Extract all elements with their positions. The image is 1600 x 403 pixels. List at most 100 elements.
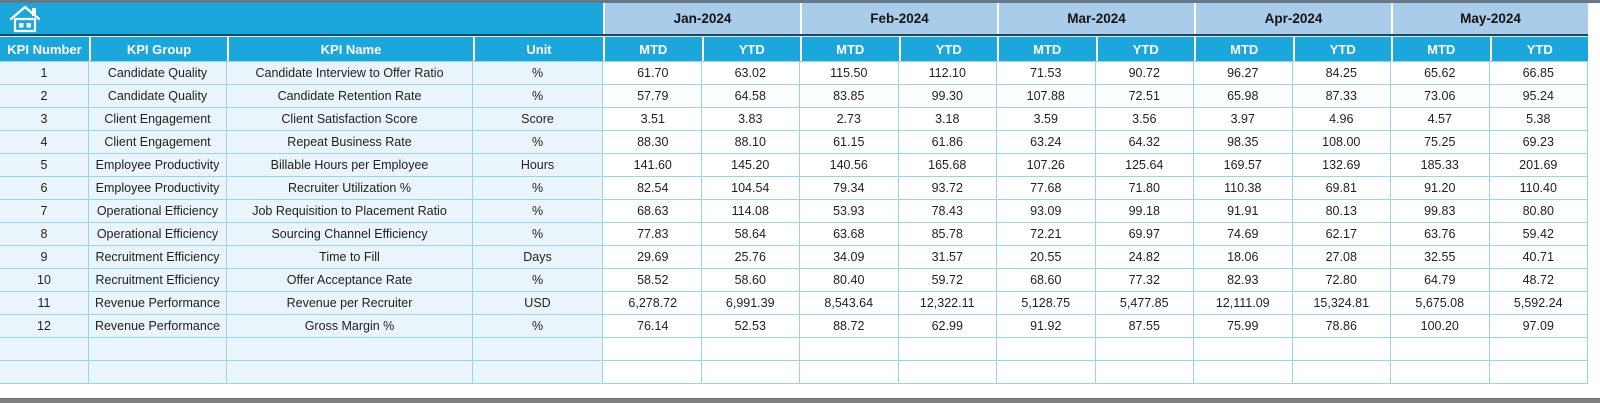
cell-kpi-number[interactable]: 8 (0, 223, 89, 245)
cell-unit[interactable]: Hours (473, 154, 603, 176)
cell-value[interactable]: 62.99 (898, 315, 997, 337)
cell-value[interactable]: 3.56 (1095, 108, 1194, 130)
cell-value[interactable]: 201.69 (1489, 154, 1588, 176)
cell-kpi-number[interactable]: 4 (0, 131, 89, 153)
cell-value[interactable]: 76.14 (603, 315, 702, 337)
cell-value[interactable]: 97.09 (1489, 315, 1588, 337)
cell-value[interactable]: 91.92 (997, 315, 1096, 337)
cell-value[interactable]: 107.88 (997, 85, 1096, 107)
cell-value[interactable]: 82.54 (603, 177, 702, 199)
cell-value[interactable]: 77.68 (997, 177, 1096, 199)
cell-kpi-group[interactable]: Revenue Performance (89, 292, 227, 314)
cell-value[interactable] (1391, 361, 1490, 383)
header-kpi-name[interactable]: KPI Name (227, 37, 473, 61)
cell-value[interactable]: 5.38 (1489, 108, 1588, 130)
cell-value[interactable]: 99.83 (1391, 200, 1490, 222)
cell-value[interactable]: 75.25 (1391, 131, 1490, 153)
cell-value[interactable]: 72.51 (1095, 85, 1194, 107)
cell-value[interactable]: 88.72 (800, 315, 899, 337)
cell-value[interactable]: 5,675.08 (1391, 292, 1490, 314)
cell-value[interactable]: 6,278.72 (603, 292, 702, 314)
cell-kpi-number[interactable]: 10 (0, 269, 89, 291)
cell-value[interactable]: 65.98 (1194, 85, 1293, 107)
month-header-mar-2024[interactable]: Mar-2024 (997, 3, 1194, 34)
cell-value[interactable]: 25.76 (701, 246, 800, 268)
home-icon[interactable] (7, 4, 43, 34)
cell-value[interactable]: 80.40 (800, 269, 899, 291)
header-may-2024-ytd[interactable]: YTD (1489, 37, 1588, 61)
cell-value[interactable]: 88.30 (603, 131, 702, 153)
cell-kpi-group[interactable]: Client Engagement (89, 108, 227, 130)
cell-value[interactable]: 69.81 (1292, 177, 1391, 199)
cell-value[interactable]: 3.18 (898, 108, 997, 130)
cell-value[interactable]: 90.72 (1095, 62, 1194, 84)
cell-kpi-name[interactable]: Offer Acceptance Rate (227, 269, 473, 291)
cell-value[interactable]: 72.80 (1292, 269, 1391, 291)
cell-value[interactable]: 85.78 (898, 223, 997, 245)
cell-kpi-name[interactable]: Revenue per Recruiter (227, 292, 473, 314)
cell-value[interactable]: 40.71 (1489, 246, 1588, 268)
cell-value[interactable]: 115.50 (800, 62, 899, 84)
cell-value[interactable] (1194, 361, 1293, 383)
cell-value[interactable]: 84.25 (1292, 62, 1391, 84)
cell-value[interactable]: 32.55 (1391, 246, 1490, 268)
cell-kpi-name[interactable]: Candidate Retention Rate (227, 85, 473, 107)
cell-kpi-group[interactable] (89, 361, 227, 383)
cell-value[interactable]: 58.52 (603, 269, 702, 291)
cell-value[interactable]: 64.32 (1095, 131, 1194, 153)
cell-unit[interactable]: % (473, 223, 603, 245)
cell-unit[interactable]: % (473, 131, 603, 153)
cell-unit[interactable] (473, 361, 603, 383)
cell-value[interactable]: 91.20 (1391, 177, 1490, 199)
cell-value[interactable]: 145.20 (701, 154, 800, 176)
cell-value[interactable]: 66.85 (1489, 62, 1588, 84)
cell-value[interactable]: 88.10 (701, 131, 800, 153)
cell-value[interactable] (1095, 338, 1194, 360)
cell-kpi-number[interactable]: 2 (0, 85, 89, 107)
cell-value[interactable]: 96.27 (1194, 62, 1293, 84)
cell-value[interactable]: 3.83 (701, 108, 800, 130)
cell-value[interactable]: 58.60 (701, 269, 800, 291)
cell-value[interactable]: 6,991.39 (701, 292, 800, 314)
cell-value[interactable]: 80.13 (1292, 200, 1391, 222)
cell-value[interactable]: 48.72 (1489, 269, 1588, 291)
cell-value[interactable]: 68.60 (997, 269, 1096, 291)
cell-value[interactable]: 72.21 (997, 223, 1096, 245)
cell-value[interactable]: 61.15 (800, 131, 899, 153)
cell-value[interactable]: 87.33 (1292, 85, 1391, 107)
cell-value[interactable]: 91.91 (1194, 200, 1293, 222)
cell-value[interactable]: 18.06 (1194, 246, 1293, 268)
cell-value[interactable]: 69.23 (1489, 131, 1588, 153)
cell-value[interactable] (1489, 361, 1588, 383)
cell-value[interactable]: 110.38 (1194, 177, 1293, 199)
cell-value[interactable] (603, 361, 702, 383)
cell-kpi-group[interactable]: Client Engagement (89, 131, 227, 153)
cell-value[interactable] (997, 338, 1096, 360)
cell-kpi-group[interactable]: Revenue Performance (89, 315, 227, 337)
header-unit[interactable]: Unit (473, 37, 603, 61)
cell-kpi-number[interactable]: 5 (0, 154, 89, 176)
cell-value[interactable]: 31.57 (898, 246, 997, 268)
cell-value[interactable]: 4.57 (1391, 108, 1490, 130)
header-feb-2024-ytd[interactable]: YTD (898, 37, 997, 61)
cell-value[interactable]: 140.56 (800, 154, 899, 176)
cell-kpi-name[interactable]: Repeat Business Rate (227, 131, 473, 153)
cell-kpi-name[interactable] (227, 361, 473, 383)
cell-value[interactable]: 15,324.81 (1292, 292, 1391, 314)
month-header-may-2024[interactable]: May-2024 (1391, 3, 1588, 34)
cell-value[interactable]: 59.72 (898, 269, 997, 291)
cell-value[interactable]: 74.69 (1194, 223, 1293, 245)
cell-kpi-name[interactable]: Sourcing Channel Efficiency (227, 223, 473, 245)
cell-kpi-group[interactable]: Operational Efficiency (89, 200, 227, 222)
cell-unit[interactable]: % (473, 85, 603, 107)
cell-kpi-name[interactable] (227, 338, 473, 360)
cell-value[interactable] (1095, 361, 1194, 383)
cell-kpi-name[interactable]: Gross Margin % (227, 315, 473, 337)
cell-kpi-number[interactable] (0, 338, 89, 360)
cell-value[interactable]: 61.86 (898, 131, 997, 153)
cell-value[interactable]: 5,477.85 (1095, 292, 1194, 314)
cell-value[interactable]: 71.80 (1095, 177, 1194, 199)
cell-unit[interactable]: Score (473, 108, 603, 130)
cell-value[interactable]: 125.64 (1095, 154, 1194, 176)
cell-value[interactable]: 79.34 (800, 177, 899, 199)
